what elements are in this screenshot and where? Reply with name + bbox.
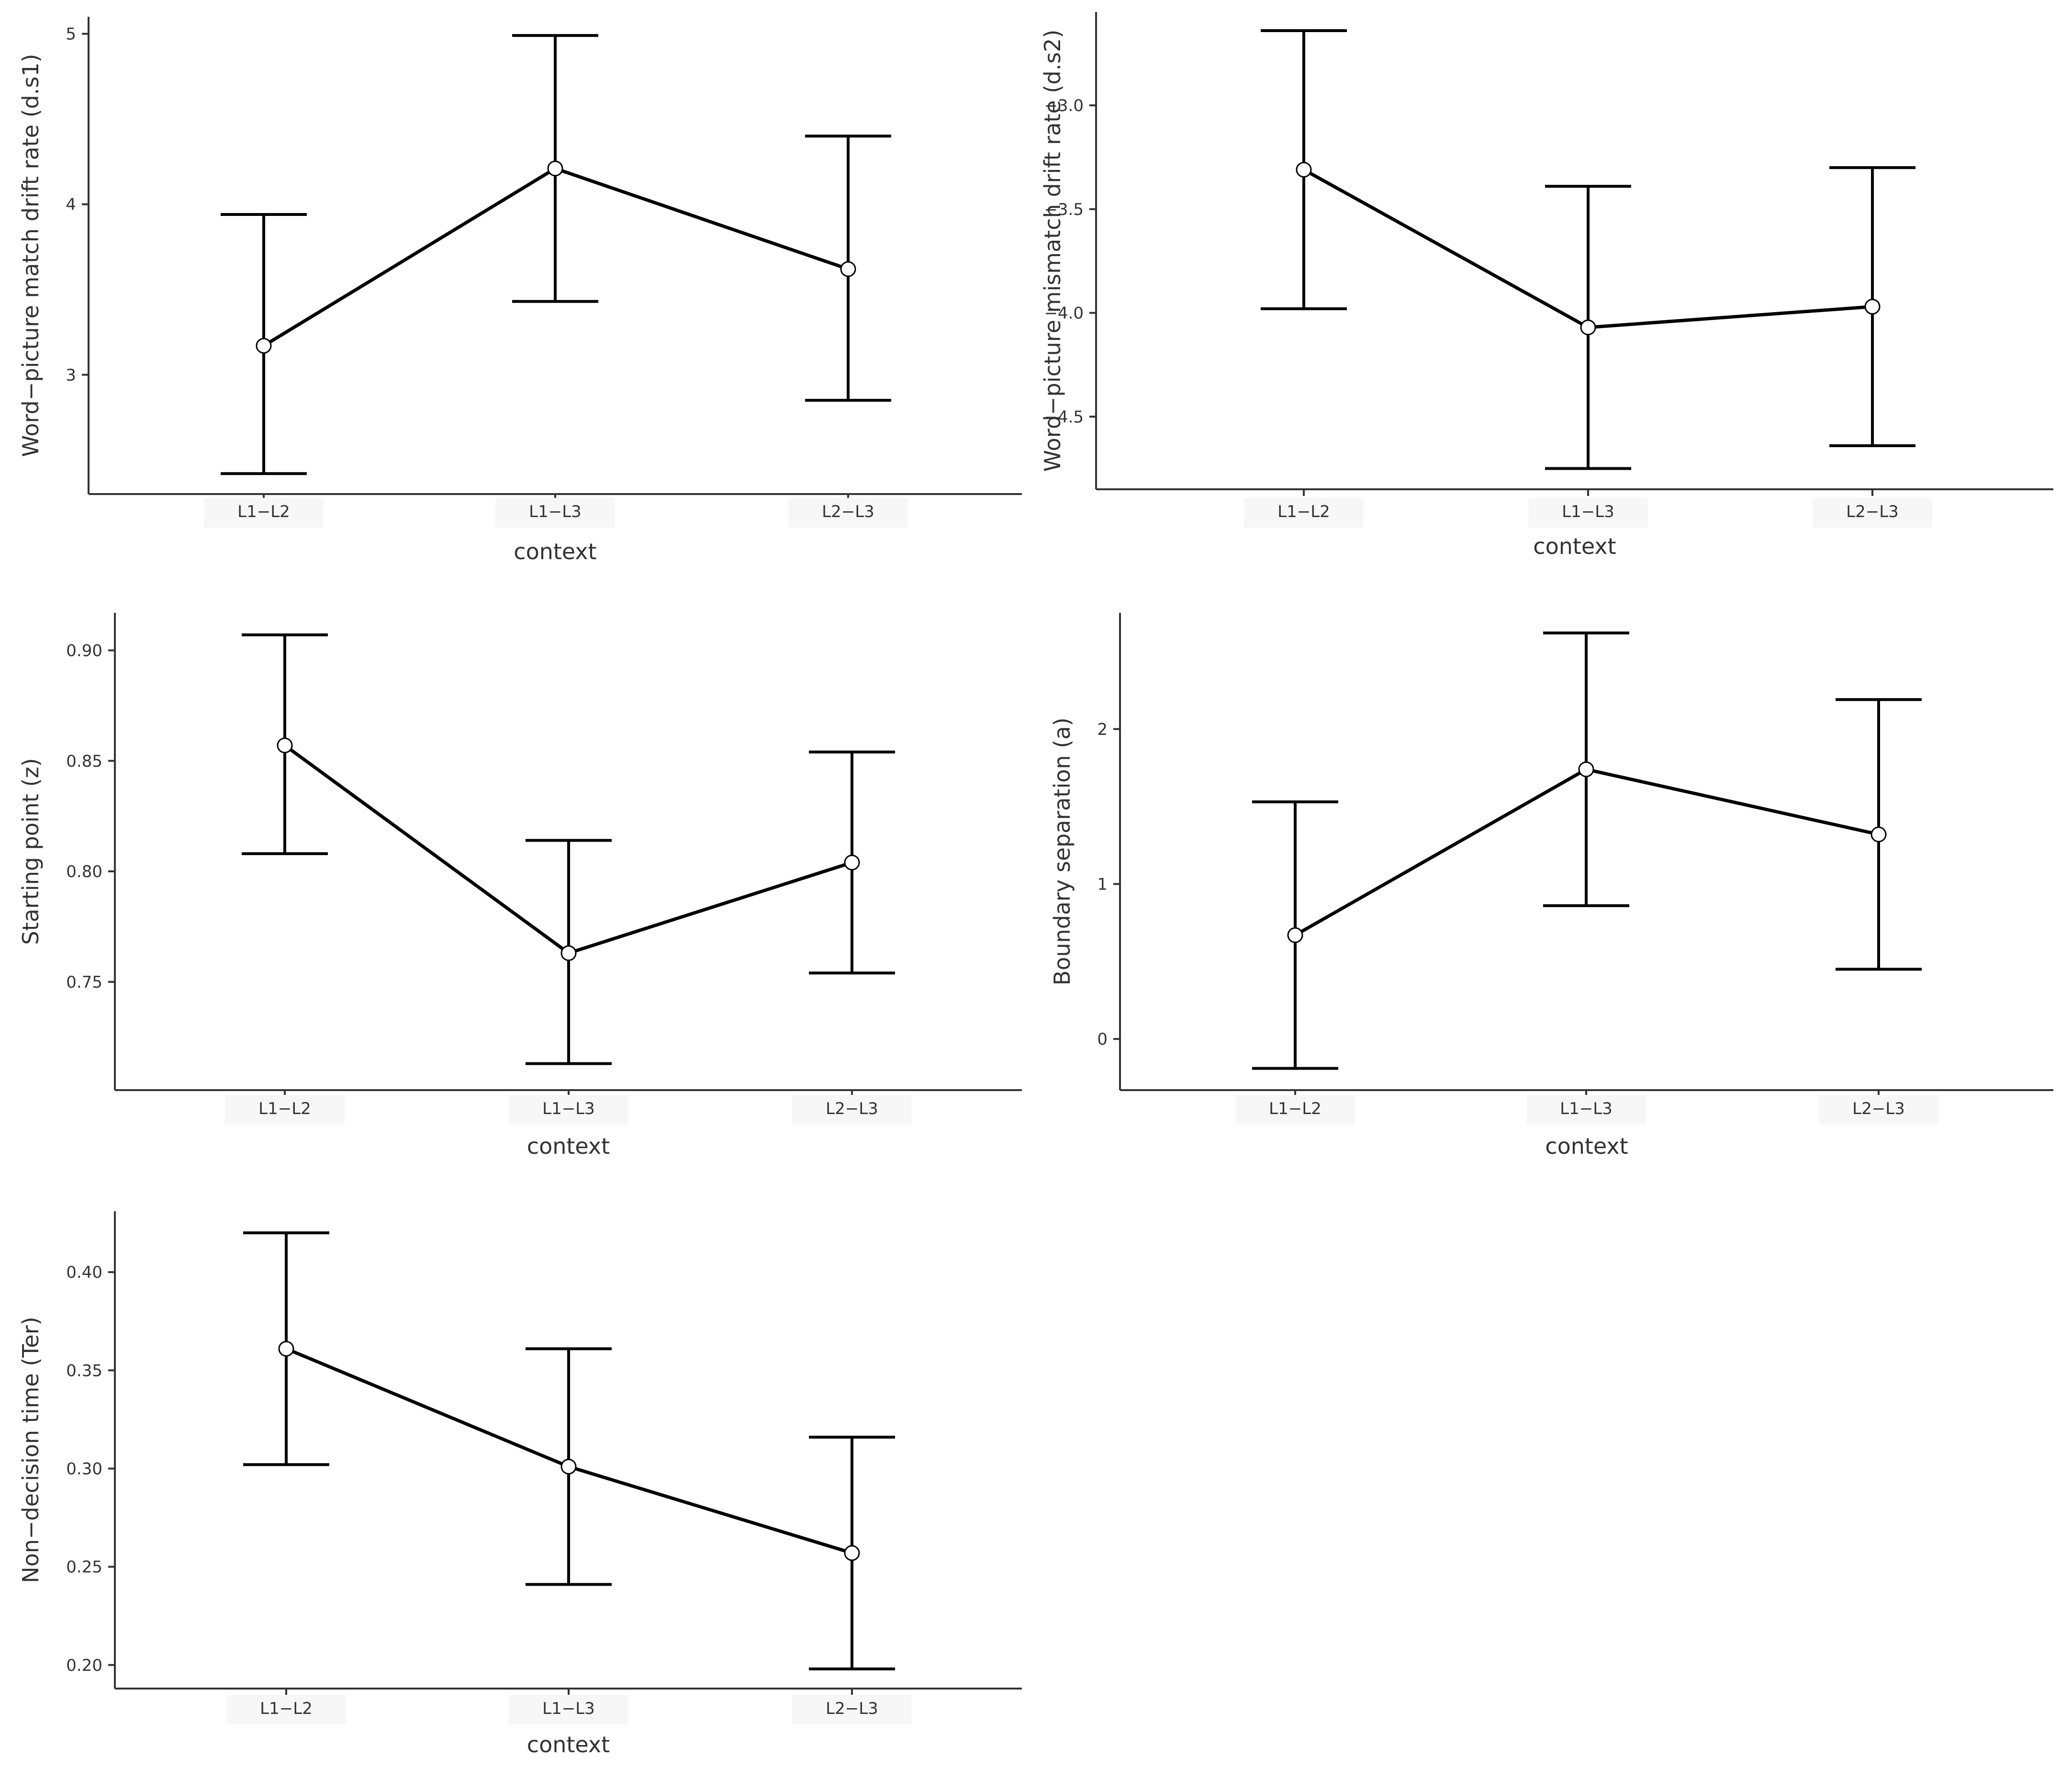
x-tick-label: L2−L3 [826, 1099, 878, 1118]
y-tick-label: 0.40 [66, 1263, 102, 1282]
x-tick-label-bg [495, 498, 615, 528]
chart-panel-3: 0.75 0.80 0.85 0.90 L1−L2 L1−L3 L2−L3 context St… [18, 613, 1022, 1159]
y-axis-title: Starting point (z) [18, 758, 44, 945]
x-tick-label-bg [204, 498, 324, 528]
x-tick-label: L1−L2 [258, 1099, 311, 1118]
x-axis-title: context [1533, 533, 1616, 559]
chart-panel-2: −4.5 −4.0 −3.5 −3.0 L1−L2 L1−L3 L2−L3 context Wo… [1040, 12, 2053, 559]
y-tick-label: 1 [1097, 875, 1108, 894]
x-tick-label: L1−L3 [542, 1099, 595, 1118]
y-tick-label: 3 [66, 366, 76, 385]
data-point [547, 160, 563, 177]
data-point [1296, 161, 1312, 178]
data-point [560, 1458, 577, 1475]
y-tick-label: −4.0 [1044, 304, 1084, 323]
x-tick-label: L2−L3 [1846, 502, 1899, 521]
data-point [1870, 826, 1887, 843]
x-tick-label: L1−L2 [260, 1699, 313, 1718]
x-tick-label: L1−L3 [542, 1699, 595, 1718]
x-tick-label-bg [1526, 1095, 1646, 1125]
x-tick-label: L2−L3 [826, 1699, 878, 1718]
x-tick-label-bg [1528, 498, 1648, 528]
x-tick-label-bg [788, 498, 908, 528]
chart-panel-5: 0.20 0.25 0.30 0.35 0.40 L1−L2 L1−L3 L2−L3 conte… [18, 1211, 1022, 1757]
y-axis-title: Non−decision time (Ter) [18, 1317, 44, 1583]
data-point [278, 1341, 294, 1357]
y-tick-label: 0.25 [66, 1558, 102, 1577]
x-tick-label: L1−L2 [237, 502, 290, 521]
data-point [1580, 319, 1596, 336]
x-tick-label: L1−L3 [1560, 1099, 1613, 1118]
y-tick-label: −3.0 [1044, 96, 1084, 115]
x-tick-label-bg [1819, 1095, 1938, 1125]
y-tick-label: 4 [66, 195, 76, 214]
y-tick-label: 2 [1097, 720, 1108, 739]
data-point [1287, 927, 1303, 943]
y-tick-label: 0.85 [66, 752, 102, 771]
chart-panel-4: 0 1 2 L1−L2 L1−L3 L2−L3 context Boundary separa… [1049, 613, 2053, 1159]
y-tick-label: 0.20 [66, 1656, 102, 1675]
y-tick-label: 0.80 [66, 862, 102, 881]
y-axis-title: Word−picture mismatch drift rate (d.s2) [1040, 30, 1065, 472]
x-tick-label-bg [509, 1095, 628, 1125]
data-point [840, 261, 856, 277]
x-tick-label: L1−L3 [529, 502, 582, 521]
data-point [844, 1545, 860, 1561]
data-point [560, 945, 577, 961]
data-point [1864, 299, 1881, 315]
x-tick-label-bg [226, 1695, 346, 1724]
y-axis-title: Boundary separation (a) [1049, 718, 1075, 986]
data-point [277, 737, 293, 754]
data-point [844, 855, 860, 871]
x-tick-label-bg [1813, 498, 1932, 528]
y-tick-label: 0.75 [66, 973, 102, 992]
x-tick-label-bg [225, 1095, 345, 1125]
x-axis-title: context [527, 1732, 610, 1757]
y-tick-label: 0 [1097, 1030, 1108, 1049]
y-tick-label: −3.5 [1044, 200, 1084, 219]
y-tick-label: 0.30 [66, 1459, 102, 1478]
x-axis-title: context [527, 1133, 610, 1159]
y-tick-label: 5 [66, 25, 76, 44]
x-tick-label: L1−L3 [1562, 502, 1614, 521]
x-tick-label-bg [1244, 498, 1364, 528]
chart-panel-1: 3 4 5 L1−L2 L1−L3 L2−L3 context Word−picture ma… [18, 17, 1022, 564]
data-point [256, 338, 272, 354]
x-axis-title: context [1545, 1133, 1628, 1159]
x-tick-label: L2−L3 [822, 502, 874, 521]
x-tick-label-bg [509, 1695, 628, 1724]
y-tick-label: 0.90 [66, 641, 102, 660]
x-tick-label: L1−L2 [1277, 502, 1330, 521]
x-tick-label: L1−L2 [1269, 1099, 1322, 1118]
x-tick-label-bg [1235, 1095, 1355, 1125]
y-tick-label: −4.5 [1044, 407, 1084, 427]
x-tick-label-bg [792, 1695, 912, 1724]
y-tick-label: 0.35 [66, 1361, 102, 1380]
y-axis-title: Word−picture match drift rate (d.s1) [18, 54, 44, 457]
x-tick-label-bg [792, 1095, 912, 1125]
data-point [1578, 761, 1594, 777]
x-tick-label: L2−L3 [1852, 1099, 1905, 1118]
x-axis-title: context [514, 539, 596, 564]
